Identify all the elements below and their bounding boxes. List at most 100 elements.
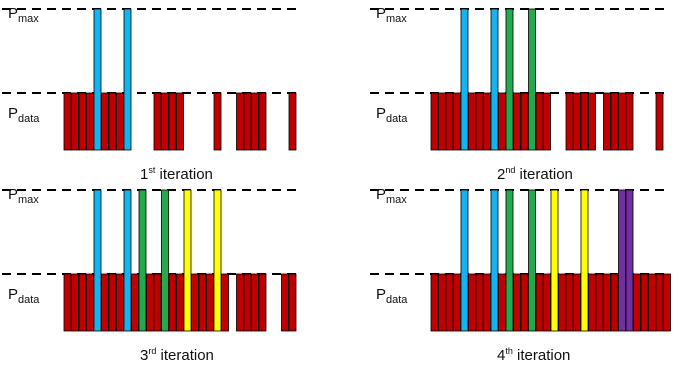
data-bar <box>281 273 289 332</box>
p-max-label: Pmax <box>8 186 39 206</box>
spike-bar-cyan <box>123 8 132 151</box>
ordinal-suffix: th <box>505 346 513 356</box>
p-symbol: P <box>8 186 19 203</box>
spike-bar-cyan <box>490 8 499 151</box>
data-bar <box>153 92 162 151</box>
iteration-word: iteration <box>515 166 573 183</box>
iteration-number: 4 <box>497 347 506 364</box>
iteration-word: iteration <box>512 347 571 364</box>
data-bar <box>535 273 544 332</box>
data-bar <box>146 273 154 332</box>
spike-bar-cyan <box>460 8 469 151</box>
data-bar <box>438 92 446 151</box>
p-symbol: P <box>8 286 19 303</box>
data-bar <box>475 92 484 151</box>
p-symbol: P <box>8 105 19 122</box>
data-bar <box>243 92 252 151</box>
spike-bar-cyan <box>93 8 102 151</box>
data-bar <box>603 273 611 332</box>
iteration-caption: 3rd iteration <box>140 346 214 364</box>
max-subscript: max <box>18 13 39 25</box>
data-bar <box>565 92 574 151</box>
p-data-label: Pdata <box>8 286 39 306</box>
panel-1 <box>2 8 302 151</box>
data-bar <box>71 92 79 151</box>
ordinal-suffix: st <box>148 165 156 175</box>
data-bar <box>191 273 199 332</box>
data-bar <box>483 92 491 151</box>
data-bar <box>243 273 252 332</box>
data-bar <box>445 92 454 151</box>
data-bar <box>513 273 521 332</box>
data-subscript: data <box>386 294 408 306</box>
panel-3 <box>2 189 302 332</box>
data-bar <box>640 273 649 332</box>
spike-bar-purple <box>618 189 626 332</box>
data-bar <box>438 273 446 332</box>
data-bar <box>655 273 664 332</box>
p-data-label: Pdata <box>8 105 39 125</box>
data-bar <box>573 273 581 332</box>
data-bar <box>221 273 229 332</box>
data-bar <box>251 92 259 151</box>
data-bar <box>101 273 109 332</box>
data-bar <box>468 273 476 332</box>
spike-bar-purple <box>625 189 634 332</box>
data-bar <box>168 92 177 151</box>
iteration-number: 2 <box>497 166 506 183</box>
iteration-caption: 2nd iteration <box>497 165 573 183</box>
data-bar <box>206 273 214 332</box>
spike-bar-yellow <box>213 189 222 332</box>
data-bar <box>543 92 551 151</box>
data-bar <box>430 273 439 332</box>
data-bar <box>288 273 297 332</box>
data-bar <box>78 92 87 151</box>
data-bar <box>475 273 484 332</box>
data-bar <box>565 273 574 332</box>
data-bar <box>251 273 259 332</box>
p-symbol: P <box>376 5 387 22</box>
data-bar <box>258 92 267 151</box>
spike-bar-cyan <box>460 189 469 332</box>
data-bar <box>453 273 461 332</box>
panel-2 <box>370 8 670 151</box>
data-bar <box>573 92 581 151</box>
data-bar <box>236 92 244 151</box>
data-bar <box>483 273 491 332</box>
spike-bar-yellow <box>183 189 192 332</box>
data-bar <box>633 273 641 332</box>
data-bar <box>618 92 626 151</box>
spike-bar-green <box>505 8 514 151</box>
spike-bar-green <box>161 189 169 332</box>
data-bar <box>176 273 184 332</box>
iteration-number: 3 <box>140 347 149 364</box>
data-bar <box>86 92 94 151</box>
data-bar <box>610 273 619 332</box>
spike-bar-green <box>505 189 514 332</box>
data-bar <box>663 273 671 332</box>
data-bar <box>153 273 162 332</box>
iteration-word: iteration <box>156 347 214 364</box>
data-bar <box>108 92 117 151</box>
data-bar <box>131 273 139 332</box>
data-bar <box>498 92 506 151</box>
data-bar <box>63 92 72 151</box>
data-bar <box>168 273 177 332</box>
spike-bar-cyan <box>93 189 102 332</box>
data-bar <box>453 92 461 151</box>
p-max-label: Pmax <box>376 5 407 25</box>
data-bar <box>288 92 297 151</box>
spike-bar-yellow <box>580 189 589 332</box>
data-bar <box>236 273 244 332</box>
max-subscript: max <box>386 13 407 25</box>
iteration-number: 1 <box>140 166 149 183</box>
iteration-caption: 4th iteration <box>497 346 570 364</box>
data-bar <box>588 92 596 151</box>
p-symbol: P <box>376 286 387 303</box>
max-subscript: max <box>386 194 407 206</box>
data-bar <box>78 273 87 332</box>
data-bar <box>213 92 222 151</box>
data-bar <box>86 273 94 332</box>
iteration-word: iteration <box>155 166 213 183</box>
